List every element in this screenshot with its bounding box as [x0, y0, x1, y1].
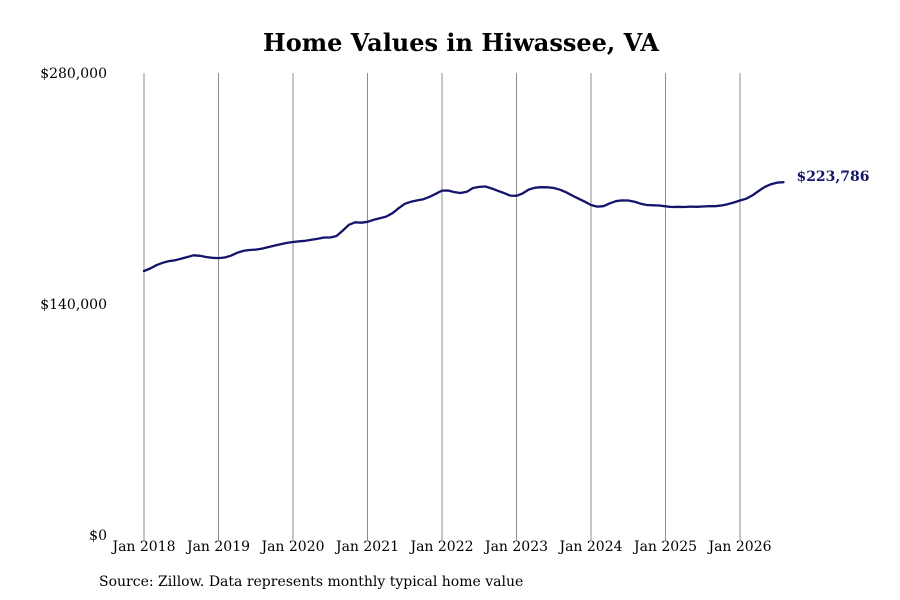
x-tick-label: Jan 2025 — [632, 539, 697, 555]
y-tick-label: $0 — [89, 528, 107, 544]
x-tick-label: Jan 2018 — [110, 539, 175, 555]
x-tick-label: Jan 2022 — [408, 539, 473, 555]
x-tick-label: Jan 2021 — [334, 539, 399, 555]
x-tick-label: Jan 2023 — [483, 539, 548, 555]
y-tick-label: $140,000 — [40, 297, 107, 313]
x-tick-label: Jan 2024 — [557, 539, 622, 555]
y-axis: $0 $140,000 $280,000 — [40, 66, 107, 544]
x-axis: Jan 2018 Jan 2019 Jan 2020 Jan 2021 Jan 2022… — [110, 535, 772, 555]
x-tick-label: Jan 2026 — [706, 539, 771, 555]
x-tick-label: Jan 2020 — [259, 539, 324, 555]
series-layer — [142, 181, 785, 273]
end-value-label: $223,786 — [796, 169, 869, 185]
grid-lines — [143, 73, 741, 535]
source-note: Source: Zillow. Data represents monthly … — [99, 574, 523, 590]
x-tick-label: Jan 2019 — [185, 539, 250, 555]
chart-title: Home Values in Hiwassee, VA — [263, 28, 659, 57]
series-line-0 — [142, 181, 785, 273]
y-tick-label: $280,000 — [40, 66, 107, 82]
